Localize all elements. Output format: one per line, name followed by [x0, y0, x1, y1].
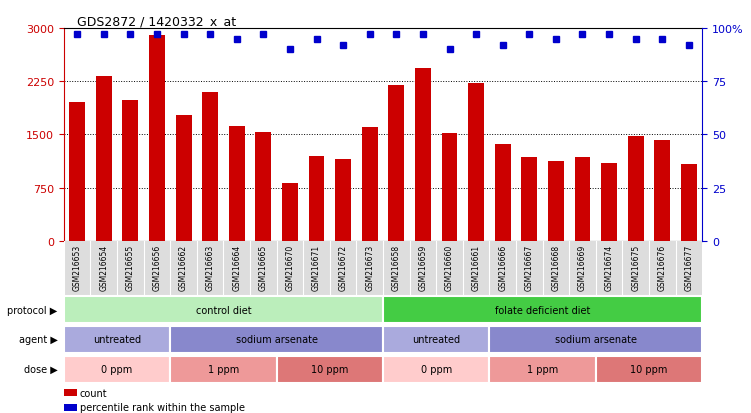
Bar — [170, 356, 276, 382]
Bar — [383, 356, 490, 382]
Text: 1 ppm: 1 ppm — [527, 364, 558, 374]
Text: GSM216653: GSM216653 — [73, 244, 82, 290]
Text: GSM216659: GSM216659 — [418, 244, 427, 290]
Text: protocol ▶: protocol ▶ — [8, 305, 58, 315]
Bar — [362, 128, 378, 241]
Bar — [548, 162, 564, 241]
Bar — [122, 101, 138, 241]
Bar — [383, 297, 702, 323]
Text: GSM216656: GSM216656 — [152, 244, 161, 290]
Text: GSM216665: GSM216665 — [259, 244, 268, 290]
Text: untreated: untreated — [412, 335, 460, 344]
Text: GSM216663: GSM216663 — [206, 244, 215, 290]
Text: GSM216672: GSM216672 — [339, 244, 348, 290]
Bar — [170, 326, 383, 353]
Text: sodium arsenate: sodium arsenate — [236, 335, 318, 344]
Text: sodium arsenate: sodium arsenate — [555, 335, 637, 344]
Bar — [64, 389, 77, 396]
Bar — [149, 36, 165, 241]
Bar — [69, 103, 85, 241]
Bar — [276, 356, 383, 382]
Text: percentile rank within the sample: percentile rank within the sample — [80, 402, 245, 412]
Text: GSM216676: GSM216676 — [658, 244, 667, 290]
Text: GSM216671: GSM216671 — [312, 244, 321, 290]
Text: folate deficient diet: folate deficient diet — [495, 305, 590, 315]
Text: GSM216666: GSM216666 — [498, 244, 507, 290]
Text: GSM216661: GSM216661 — [472, 244, 481, 290]
Bar — [628, 136, 644, 241]
Text: GSM216669: GSM216669 — [578, 244, 587, 290]
Text: GSM216668: GSM216668 — [551, 244, 560, 290]
Bar — [654, 141, 671, 241]
Text: GSM216674: GSM216674 — [605, 244, 614, 290]
Text: 0 ppm: 0 ppm — [101, 364, 133, 374]
Bar — [468, 84, 484, 241]
Bar — [415, 69, 431, 241]
Text: control diet: control diet — [195, 305, 252, 315]
Text: 0 ppm: 0 ppm — [421, 364, 452, 374]
Bar — [521, 158, 537, 241]
Text: 10 ppm: 10 ppm — [311, 364, 348, 374]
Bar — [383, 326, 490, 353]
Bar — [96, 76, 112, 241]
Bar — [176, 115, 192, 241]
Bar — [202, 93, 218, 241]
Text: GDS2872 / 1420332_x_at: GDS2872 / 1420332_x_at — [77, 15, 236, 28]
Text: GSM216660: GSM216660 — [445, 244, 454, 290]
Text: GSM216677: GSM216677 — [684, 244, 693, 290]
Bar — [442, 134, 457, 241]
Text: GSM216673: GSM216673 — [365, 244, 374, 290]
Bar — [282, 183, 298, 241]
Bar — [64, 356, 170, 382]
Bar — [335, 160, 351, 241]
Bar — [309, 156, 324, 241]
Text: GSM216675: GSM216675 — [631, 244, 640, 290]
Text: 10 ppm: 10 ppm — [630, 364, 668, 374]
Bar — [601, 164, 617, 241]
Bar — [490, 356, 596, 382]
Bar — [64, 297, 383, 323]
Bar — [388, 85, 404, 241]
Text: GSM216655: GSM216655 — [126, 244, 135, 290]
Bar — [64, 326, 170, 353]
Text: 1 ppm: 1 ppm — [208, 364, 239, 374]
Bar — [229, 126, 245, 241]
Text: untreated: untreated — [93, 335, 141, 344]
Text: GSM216664: GSM216664 — [232, 244, 241, 290]
Bar — [64, 404, 77, 411]
Bar — [596, 356, 702, 382]
Bar — [681, 165, 697, 241]
Text: GSM216658: GSM216658 — [392, 244, 401, 290]
Bar — [575, 158, 590, 241]
Bar — [255, 133, 271, 241]
Bar — [495, 145, 511, 241]
Text: count: count — [80, 388, 107, 398]
Text: agent ▶: agent ▶ — [19, 335, 58, 344]
Text: GSM216667: GSM216667 — [525, 244, 534, 290]
Text: dose ▶: dose ▶ — [24, 364, 58, 374]
Text: GSM216654: GSM216654 — [99, 244, 108, 290]
Bar — [490, 326, 702, 353]
Text: GSM216662: GSM216662 — [179, 244, 188, 290]
Text: GSM216670: GSM216670 — [285, 244, 294, 290]
